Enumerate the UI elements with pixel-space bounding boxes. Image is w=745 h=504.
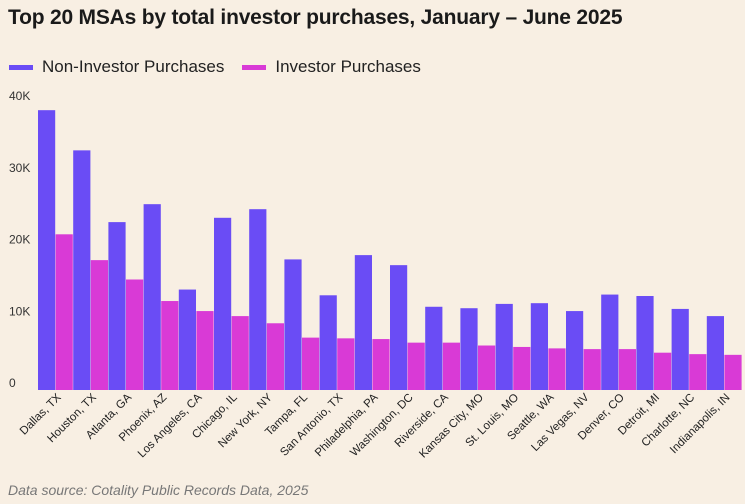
bar-investor [196,311,214,390]
legend-swatch-non-investor [9,64,33,70]
bar-investor [372,339,390,390]
bar-non-investor [425,306,443,390]
bar-investor [654,352,672,390]
bar-non-investor [671,308,689,390]
bar-investor [266,323,284,390]
bar-investor [90,260,108,390]
bar-investor [618,349,636,390]
bar-non-investor [354,255,372,390]
y-tick-label: 0 [9,376,16,390]
bar-non-investor [319,295,337,390]
bar-non-investor [601,294,619,390]
y-tick-label: 30K [9,161,30,175]
bar-non-investor [108,222,126,390]
bar-investor [478,345,496,390]
legend-swatch-investor [242,64,267,70]
bar-non-investor [390,265,408,390]
bar-investor [513,346,531,390]
x-category-label: Indianapolis, IN [668,392,733,457]
x-category-label: Kansas City, MO [417,392,486,461]
bar-non-investor [73,150,91,390]
x-category-label: Los Angeles, CA [136,391,205,460]
bar-non-investor [284,259,302,390]
bar-non-investor [636,296,654,390]
legend-label-investor: Investor Purchases [275,57,421,76]
bar-investor [548,348,566,390]
bar-investor [583,349,601,390]
bar-non-investor [706,316,724,390]
bar-non-investor [566,311,584,390]
bar-non-investor [249,209,267,390]
bar-investor [442,342,460,390]
data-source-note: Data source: Cotality Public Records Dat… [8,482,309,498]
bar-investor [126,279,144,390]
legend-label-non-investor: Non-Investor Purchases [42,57,225,76]
x-category-label: Philadelphia, PA [313,391,381,459]
x-category-label: Washington, DC [348,392,415,459]
bar-investor [689,354,707,391]
x-category-label: San Antonio, TX [278,391,345,458]
bar-non-investor [460,308,478,390]
bar-non-investor [143,204,161,390]
bar-investor [302,337,320,390]
legend: Non-Investor Purchases Investor Purchase… [9,57,439,77]
bar-investor [231,316,249,390]
bar-non-investor [495,303,513,390]
bar-non-investor [178,289,196,390]
y-tick-label: 10K [9,304,30,318]
bar-non-investor [214,217,232,390]
y-tick-label: 40K [9,89,30,103]
bar-investor [161,301,179,390]
bar-investor [724,354,742,390]
bar-investor [55,234,73,390]
chart-title: Top 20 MSAs by total investor purchases,… [8,6,623,29]
bar-non-investor [530,303,548,390]
bar-investor [337,338,355,390]
bar-non-investor [38,110,56,391]
legend-item-investor: Investor Purchases [242,57,421,77]
bar-investor [407,342,425,390]
legend-item-non-investor: Non-Investor Purchases [9,57,224,77]
y-tick-label: 20K [9,233,30,247]
